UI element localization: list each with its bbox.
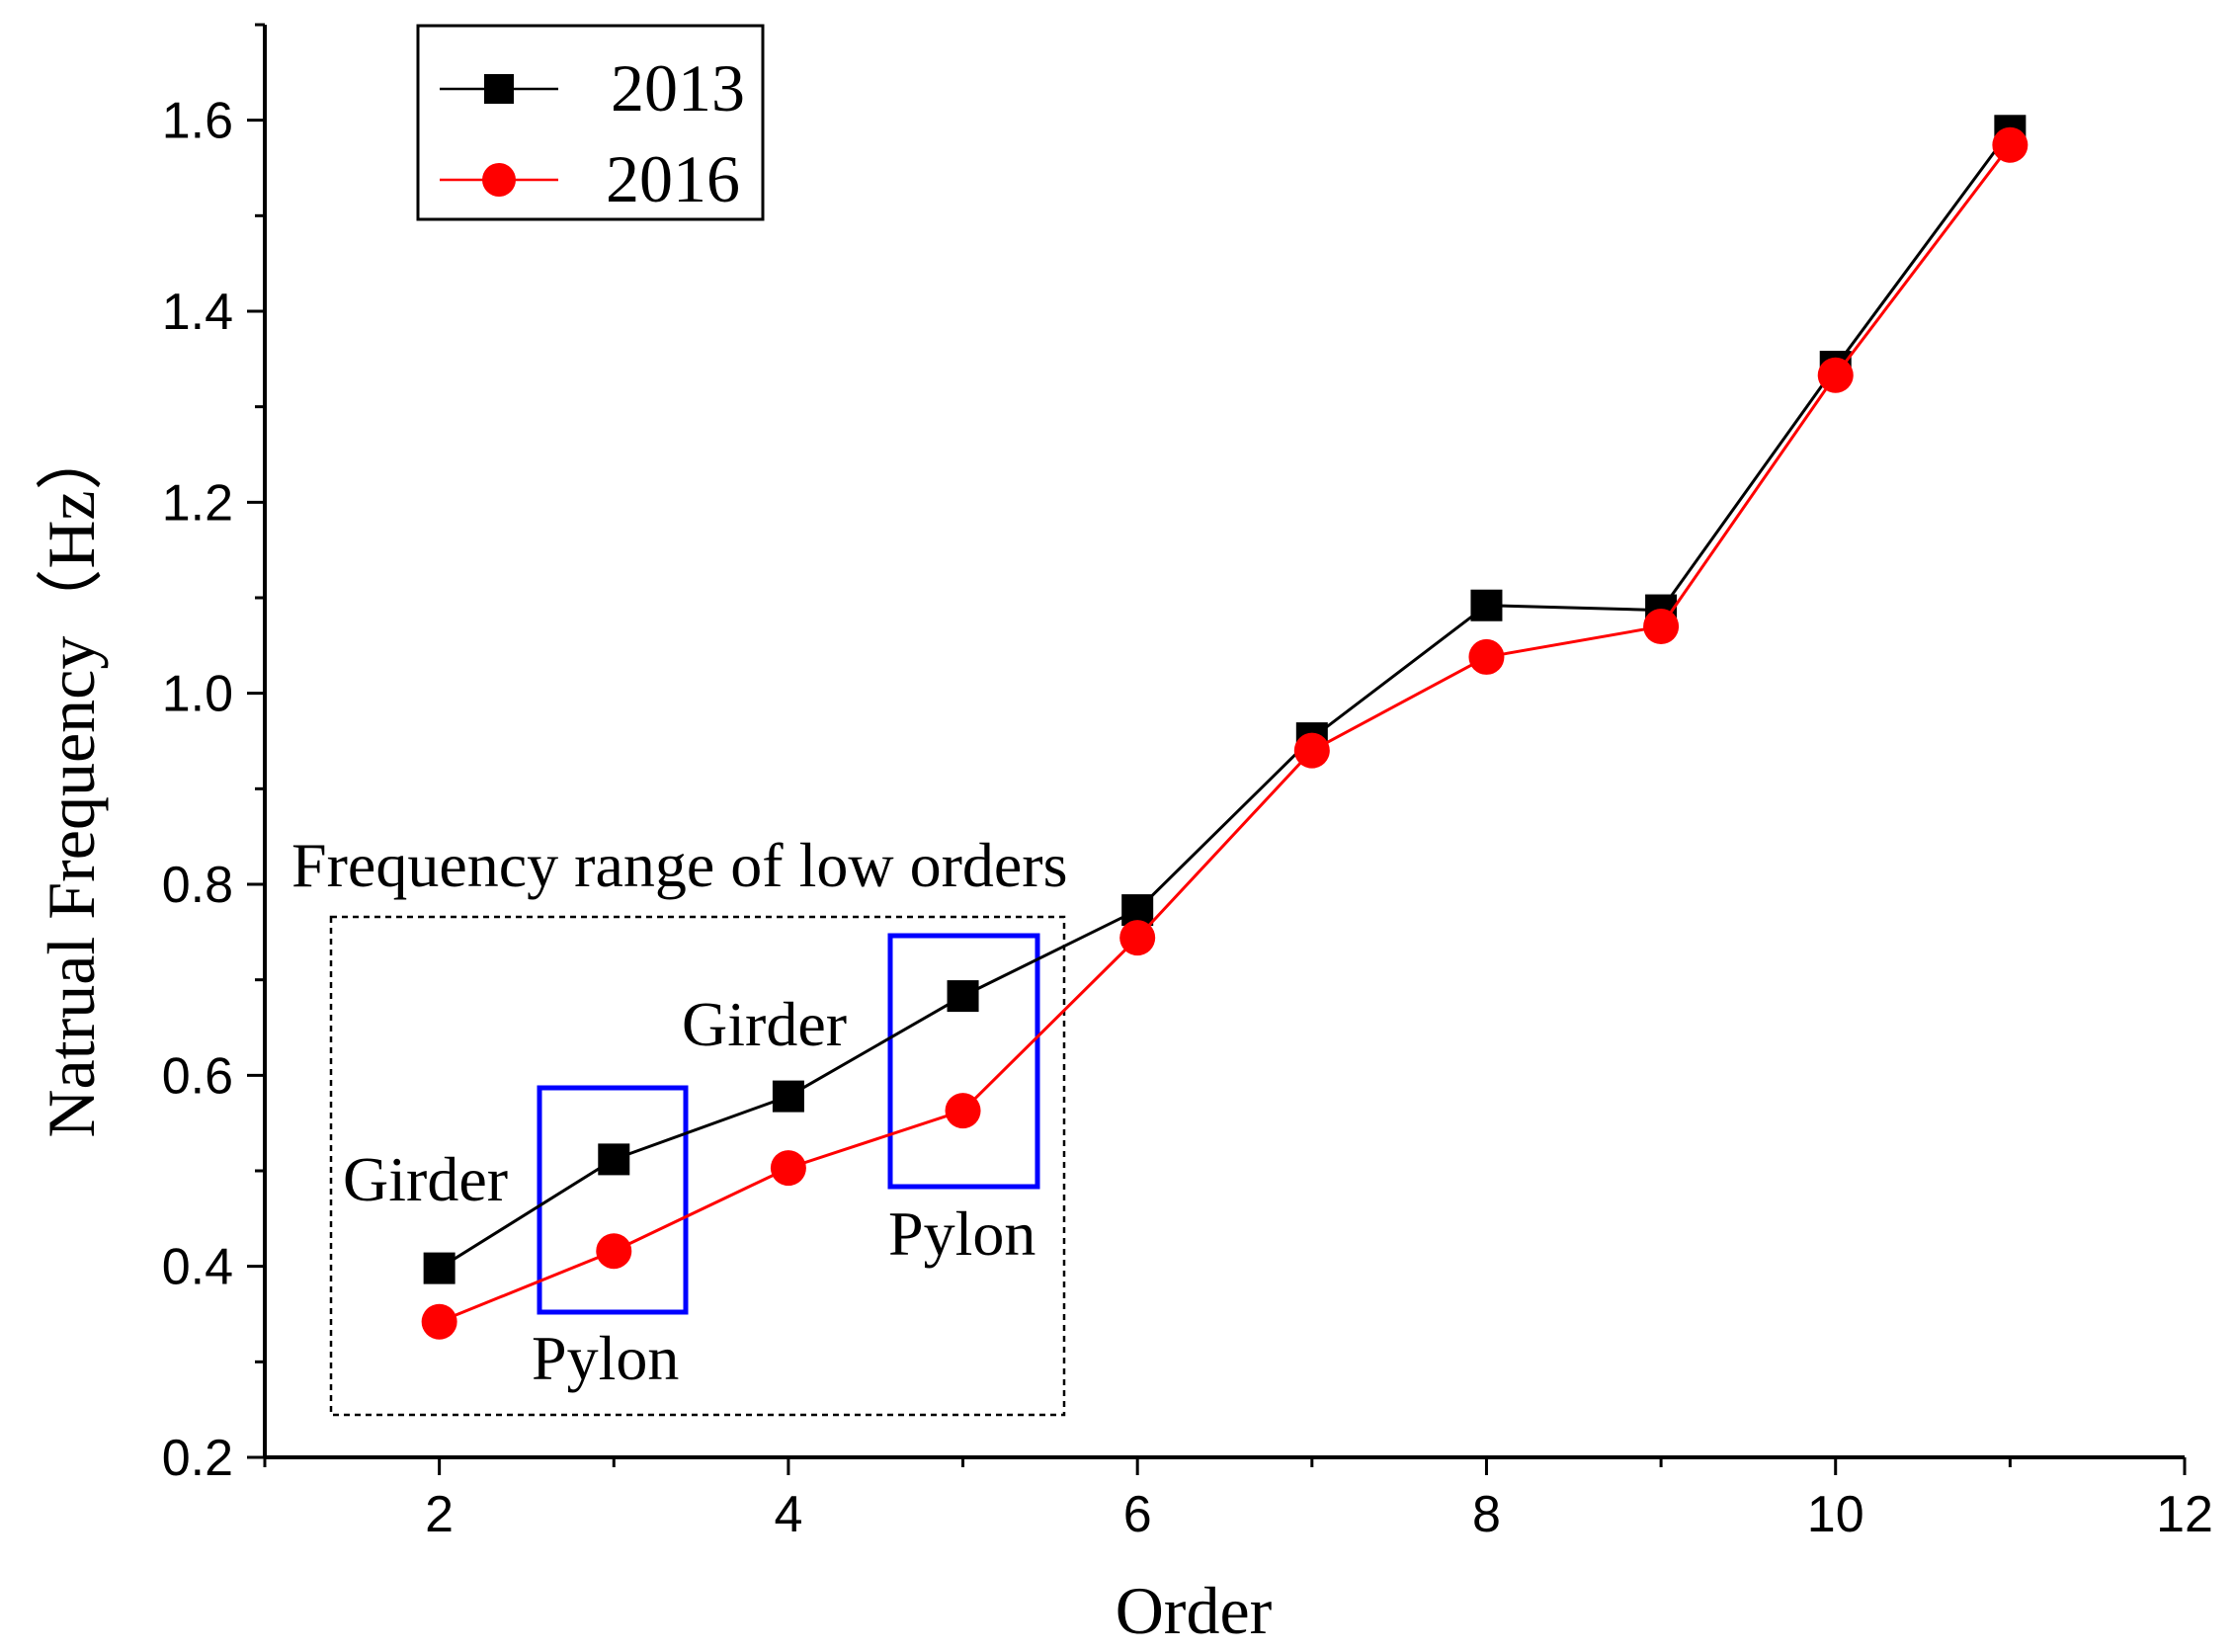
legend-label-2013: 2013 <box>611 50 745 125</box>
x-axis-title: Order <box>1116 1573 1273 1648</box>
data-point-2013 <box>423 1252 455 1284</box>
y-tick-label: 1.0 <box>162 666 233 723</box>
pylon-label-order-5: Pylon <box>888 1198 1035 1269</box>
data-point-2016 <box>1468 638 1505 675</box>
data-point-2016 <box>1293 732 1330 769</box>
y-tick-label: 0.8 <box>162 857 233 914</box>
legend: 2013 2016 <box>416 24 765 221</box>
data-point-2016 <box>770 1150 806 1187</box>
legend-label-2016: 2016 <box>606 141 740 216</box>
series-group <box>421 115 2028 1340</box>
data-point-2016 <box>1119 920 1156 956</box>
pylon-box-order-5 <box>887 933 1040 1190</box>
x-tick-label: 8 <box>1472 1486 1501 1543</box>
y-tick-label: 1.2 <box>162 474 233 532</box>
data-point-2013 <box>772 1080 804 1113</box>
girder-label-order-4: Girder <box>682 989 847 1059</box>
x-tick-label: 10 <box>1807 1486 1864 1543</box>
data-point-2016 <box>1643 609 1680 644</box>
data-point-2013 <box>1470 589 1503 621</box>
pylon-box-order-3 <box>537 1085 689 1315</box>
x-tick-label: 6 <box>1123 1486 1152 1543</box>
axes <box>263 25 2185 1459</box>
y-tick-label: 1.6 <box>162 93 233 150</box>
series-line-2013 <box>438 129 2012 1270</box>
low-order-range-box <box>329 915 1066 1417</box>
data-point-2016 <box>1992 126 2028 163</box>
x-tick-label: 12 <box>2156 1486 2213 1543</box>
y-tick-label: 0.4 <box>162 1239 233 1296</box>
data-point-2016 <box>421 1303 457 1340</box>
y-tick-label: 0.6 <box>162 1047 233 1105</box>
series-2013 <box>423 115 2027 1284</box>
legend-marker-2013 <box>484 74 514 104</box>
pylon-label-order-3: Pylon <box>532 1323 679 1393</box>
range-annotation: Frequency range of low orders <box>291 830 1068 900</box>
series-2016 <box>421 126 2028 1340</box>
legend-marker-2016 <box>482 163 516 197</box>
data-point-2016 <box>945 1093 981 1129</box>
x-tick-label: 2 <box>425 1486 454 1543</box>
girder-label-order-2: Girder <box>343 1144 508 1214</box>
legend-box <box>416 24 765 221</box>
data-point-2013 <box>947 980 979 1013</box>
data-point-2016 <box>1817 357 1854 393</box>
data-point-2013 <box>598 1143 630 1176</box>
data-point-2016 <box>596 1233 632 1270</box>
y-tick-label: 0.2 <box>162 1430 233 1487</box>
y-axis-title: Natrual Frequency（Hz） <box>34 423 109 1137</box>
y-tick-label: 1.4 <box>162 284 233 341</box>
ticks: 2 4 6 8 10 12 0.2 0.4 0.6 0.8 1.0 1.2 1.4 1.6 <box>162 23 2213 1543</box>
x-tick-label: 4 <box>774 1486 802 1543</box>
series-line-2016 <box>439 143 2012 1324</box>
